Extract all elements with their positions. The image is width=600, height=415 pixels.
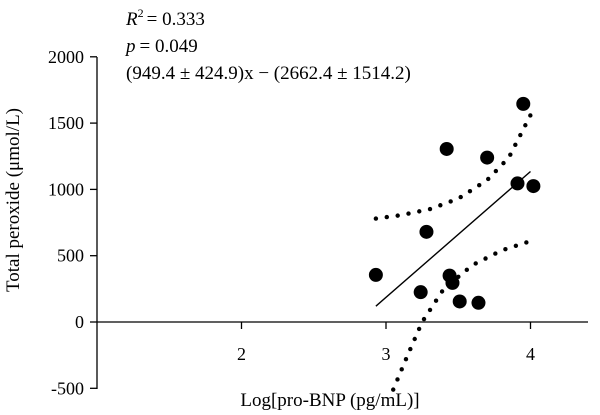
x-axis-ticks: 2 3 4 [237,322,535,364]
ci-upper-dot [395,213,400,218]
x-axis-title: Log[pro-BNP (pg/mL)] [240,390,419,411]
ci-lower-dot [503,246,508,252]
data-point [510,176,525,191]
ci-upper-dot [523,123,528,128]
ci-lower-dot [493,251,498,256]
regression-equation: (949.4 ± 424.9)x − (2662.4 ± 1514.2) [126,63,411,84]
ci-upper-dot [448,199,453,204]
data-point [516,96,531,111]
data-point [471,295,486,310]
data-point [439,141,454,156]
data-points [368,96,541,310]
ci-lower-dot [513,243,519,249]
ci-lower-dot [524,240,529,245]
ci-upper-dot [427,206,433,212]
ci-upper-dot [486,176,491,182]
x-tick-label: 4 [526,344,535,364]
regression-line [375,170,531,307]
y-tick-label: 500 [57,246,84,266]
ci-upper-dot [501,160,506,166]
ci-upper-dot [513,142,518,148]
ci-lower-dot [395,377,400,382]
ci-upper-dot [384,214,389,220]
ci-upper-dot [417,209,422,214]
ci-lower-dot [403,356,409,362]
ci-lower-dot [399,367,404,372]
ci-lower-dot [391,387,396,392]
ci-lower-dot [427,307,433,313]
p-value-annotation: p = 0.049 [124,36,198,57]
ci-upper-dot [458,194,463,200]
r-squared-annotation: R2 = 0.333 [125,6,205,30]
ci-upper-dot [477,183,482,188]
data-point [419,224,434,239]
y-tick-label: 1500 [48,113,84,133]
ci-upper-dot [373,216,379,221]
data-point [480,150,495,165]
data-point [445,275,460,290]
data-point [526,179,541,194]
y-tick-label: 1000 [48,179,84,199]
ci-upper-dot [508,152,513,157]
ci-lower-dot [464,267,470,273]
ci-upper-dot [493,168,499,174]
x-tick-label: 2 [237,344,246,364]
ci-lower-dot [408,346,413,352]
y-axis-ticks: -500 0 500 1000 1500 2000 [48,47,97,398]
ci-upper-band [373,113,533,221]
ci-lower-dot [483,256,488,261]
ci-upper-dot [518,132,523,138]
y-axis-title: Total peroxide (μmol/L) [3,108,24,292]
p-value: = 0.049 [140,36,198,57]
ci-lower-dot [473,261,478,266]
data-point [368,267,383,282]
y-tick-label: 0 [75,312,84,332]
ci-upper-dot [528,113,533,118]
ci-upper-dot [467,188,473,194]
y-tick-label: -500 [51,378,84,398]
x-tick-label: 3 [382,344,391,364]
ci-upper-dot [406,211,411,216]
r-squared-value: = 0.333 [147,9,205,30]
data-point [452,294,467,309]
ci-lower-band [391,240,529,392]
data-point [413,285,428,300]
y-tick-label: 2000 [48,47,84,67]
ci-lower-dot [412,336,417,342]
ci-lower-dot [421,316,427,322]
ci-upper-dot [438,203,443,208]
ci-lower-dot [439,289,445,294]
ci-lower-dot [416,326,422,332]
ci-lower-dot [433,298,439,303]
